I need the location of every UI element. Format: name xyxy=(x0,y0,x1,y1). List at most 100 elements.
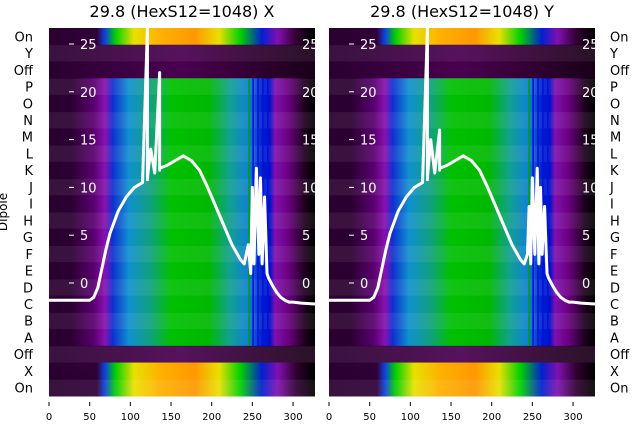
heatmap-row xyxy=(329,379,595,397)
x-tick-label: 250 xyxy=(243,412,262,423)
right-y-tick-label: 25 xyxy=(302,38,319,53)
heatmap-row xyxy=(329,161,595,180)
y-axis-label: Dipole xyxy=(0,193,10,231)
inner-y-tick-label: 15 xyxy=(360,134,377,149)
inner-y-tick-label: 15 xyxy=(80,134,97,149)
inner-y-tick-label: 5 xyxy=(360,229,368,244)
row-label: L xyxy=(610,147,618,162)
heatmap-row xyxy=(49,245,315,263)
row-label: H xyxy=(23,214,33,229)
x-tick-label: 0 xyxy=(326,412,332,423)
inner-y-tick-label: 0 xyxy=(80,277,88,292)
row-label: K xyxy=(610,164,619,179)
heatmap-row xyxy=(329,245,595,263)
row-label: M xyxy=(22,131,33,146)
row-label: E xyxy=(610,265,618,280)
row-label: F xyxy=(26,248,33,263)
right-y-tick-label: 5 xyxy=(582,229,590,244)
row-label: P xyxy=(610,81,618,96)
x-tick-label: 150 xyxy=(441,412,460,423)
row-label: F xyxy=(610,248,617,263)
inner-y-tick-label: 25 xyxy=(80,38,97,53)
right-y-tick-label: 10 xyxy=(302,181,319,196)
series-line xyxy=(329,26,596,306)
right-y-tick-label: 15 xyxy=(302,134,319,149)
heatmap-streak xyxy=(547,78,549,346)
inner-y-tick-label: 20 xyxy=(360,86,377,101)
heatmap-row xyxy=(329,295,595,313)
right-y-tick-label: 0 xyxy=(582,277,590,292)
row-label: On xyxy=(610,382,628,397)
right-y-tick-label: 20 xyxy=(582,86,599,101)
row-label: A xyxy=(610,331,619,346)
row-label: G xyxy=(23,231,33,246)
row-label: L xyxy=(26,147,34,162)
x-tick-label: 200 xyxy=(482,412,501,423)
row-label: On xyxy=(610,30,628,45)
row-label: N xyxy=(23,114,33,129)
row-label: M xyxy=(610,131,621,146)
x-tick-label: 250 xyxy=(523,412,542,423)
series-line xyxy=(49,26,316,306)
heatmap-row xyxy=(329,61,595,79)
row-label: G xyxy=(610,231,620,246)
heatmap-row xyxy=(329,212,595,230)
heatmap-streak xyxy=(248,78,250,346)
heatmap-row xyxy=(49,28,315,46)
row-label: O xyxy=(23,97,33,112)
x-tick-label: 100 xyxy=(401,412,420,423)
heatmap-row xyxy=(329,362,595,380)
right-y-tick-label: 15 xyxy=(582,134,599,149)
heatmap-row xyxy=(49,111,315,129)
inner-y-tick-label: 0 xyxy=(360,277,368,292)
heatmap-row xyxy=(329,28,595,46)
row-label: Y xyxy=(609,47,618,62)
inner-y-tick-label: 5 xyxy=(80,229,88,244)
right-y-tick-label: 25 xyxy=(582,38,599,53)
inner-y-tick-label: 20 xyxy=(80,86,97,101)
heatmap-row xyxy=(49,362,315,380)
row-label: D xyxy=(23,281,33,296)
panel-title: 29.8 (HexS12=1048) X xyxy=(90,2,275,21)
row-label: X xyxy=(610,365,619,380)
heatmap-row xyxy=(329,262,595,280)
heatmap-row xyxy=(49,295,315,313)
heatmap-row xyxy=(329,111,595,129)
x-tick-label: 200 xyxy=(202,412,221,423)
heatmap-row xyxy=(49,262,315,280)
heatmap-row xyxy=(49,44,315,62)
inner-y-tick-label: 10 xyxy=(80,181,97,196)
row-label: Y xyxy=(24,47,33,62)
heatmap-row xyxy=(329,329,595,347)
right-y-tick-label: 10 xyxy=(582,181,599,196)
row-label: I xyxy=(29,198,33,213)
x-tick-label: 0 xyxy=(46,412,52,423)
heatmap-row xyxy=(49,329,315,347)
x-tick-label: 300 xyxy=(283,412,302,423)
row-label: On xyxy=(15,382,33,397)
heatmap-row xyxy=(49,228,315,246)
row-label: K xyxy=(24,164,33,179)
row-label: Off xyxy=(610,64,630,79)
heatmap-row xyxy=(49,379,315,397)
row-label: On xyxy=(15,30,33,45)
row-label: C xyxy=(610,298,619,313)
right-y-tick-label: 20 xyxy=(302,86,319,101)
panel-title: 29.8 (HexS12=1048) Y xyxy=(370,2,554,21)
row-label: J xyxy=(609,181,614,196)
row-label: Off xyxy=(610,348,630,363)
heatmap-row xyxy=(329,345,595,364)
row-label: H xyxy=(610,214,620,229)
row-label: P xyxy=(25,81,33,96)
heatmap-row xyxy=(49,61,315,79)
inner-y-tick-label: 25 xyxy=(360,38,377,53)
row-label: B xyxy=(610,315,619,330)
heatmap-row xyxy=(329,44,595,62)
row-label: C xyxy=(24,298,33,313)
x-tick-label: 150 xyxy=(161,412,180,423)
heatmap-row xyxy=(329,312,595,330)
row-label: Off xyxy=(14,348,34,363)
